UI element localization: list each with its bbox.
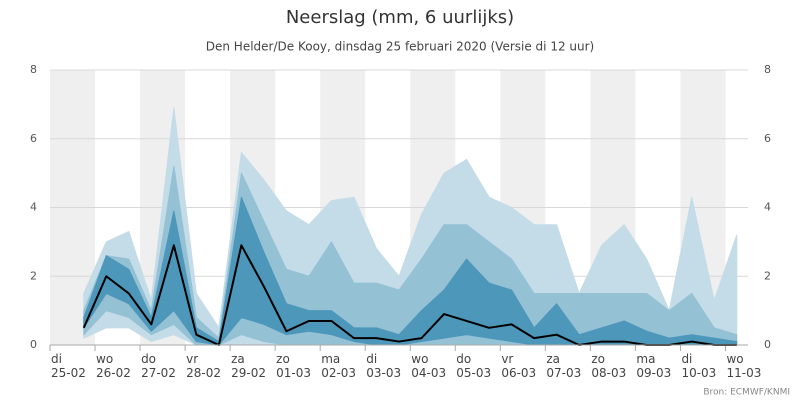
- y2-tick-label: 2: [764, 269, 771, 282]
- median-line: [82, 244, 737, 346]
- x-tick-label: do 05-03: [456, 352, 492, 380]
- x-tick-label: do 27-02: [141, 352, 176, 380]
- x-tick-label: zo 01-03: [276, 352, 312, 380]
- x-tick-label: wo 04-03: [411, 352, 447, 380]
- x-tick-label: di 25-02: [51, 352, 86, 380]
- x-tick-label: ma 09-03: [636, 352, 672, 380]
- x-tick-label: di 10-03: [681, 352, 717, 380]
- y-tick-label: 8: [30, 63, 37, 76]
- x-tick-label: di 03-03: [366, 352, 402, 380]
- y2-tick-label: 0: [764, 338, 771, 351]
- chart-title: Neerslag (mm, 6 uurlijks): [286, 7, 514, 28]
- x-tick-label: zo 08-03: [591, 352, 627, 380]
- y-tick-label: 6: [30, 132, 37, 145]
- x-tick-label: wo 26-02: [96, 352, 131, 380]
- x-tick-label: vr 28-02: [186, 352, 221, 380]
- x-tick-label: vr 06-03: [501, 352, 537, 380]
- x-tick-label: za 07-03: [546, 352, 582, 380]
- y2-tick-label: 8: [764, 63, 771, 76]
- x-tick-label: wo 11-03: [726, 352, 762, 380]
- x-tick-label: ma 02-03: [321, 352, 357, 380]
- y2-tick-label: 4: [764, 201, 771, 214]
- y-tick-label: 0: [30, 338, 37, 351]
- source: Bron: ECMWF/KNMI: [703, 388, 790, 398]
- x-tick-label: za 29-02: [231, 352, 266, 380]
- y-tick-label: 2: [30, 269, 37, 282]
- y-tick-label: 4: [30, 201, 37, 214]
- chart-subtitle: Den Helder/De Kooy, dinsdag 25 februari …: [206, 40, 594, 54]
- y2-tick-label: 6: [764, 132, 771, 145]
